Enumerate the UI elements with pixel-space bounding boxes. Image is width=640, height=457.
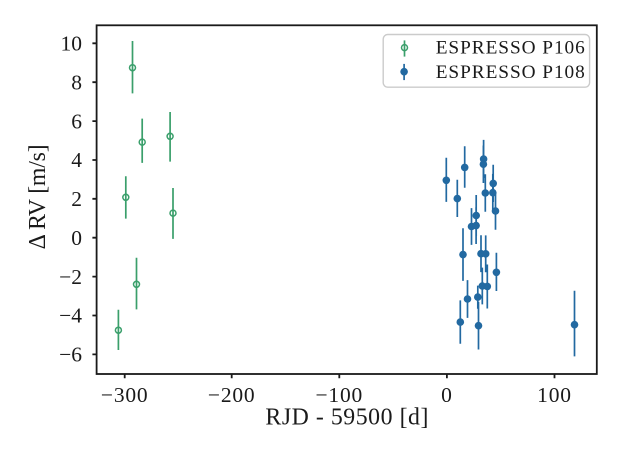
svg-text:−2: −2 [59, 265, 82, 289]
svg-text:100: 100 [537, 383, 572, 407]
svg-text:ESPRESSO P106: ESPRESSO P106 [436, 38, 586, 59]
svg-text:10: 10 [61, 32, 83, 56]
svg-text:0: 0 [441, 383, 453, 407]
svg-text:−200: −200 [208, 383, 256, 407]
svg-text:2: 2 [71, 187, 82, 211]
svg-text:−4: −4 [59, 304, 82, 328]
svg-text:−6: −6 [59, 343, 82, 367]
svg-text:−300: −300 [101, 383, 149, 407]
svg-text:8: 8 [71, 70, 82, 94]
svg-text:4: 4 [71, 148, 82, 172]
svg-text:Δ RV [m/s]: Δ RV [m/s] [25, 145, 51, 250]
svg-text:RJD - 59500 [d]: RJD - 59500 [d] [265, 404, 429, 430]
svg-text:6: 6 [71, 109, 82, 133]
svg-text:ESPRESSO P108: ESPRESSO P108 [436, 62, 586, 83]
svg-text:0: 0 [71, 226, 82, 250]
svg-text:−100: −100 [316, 383, 364, 407]
